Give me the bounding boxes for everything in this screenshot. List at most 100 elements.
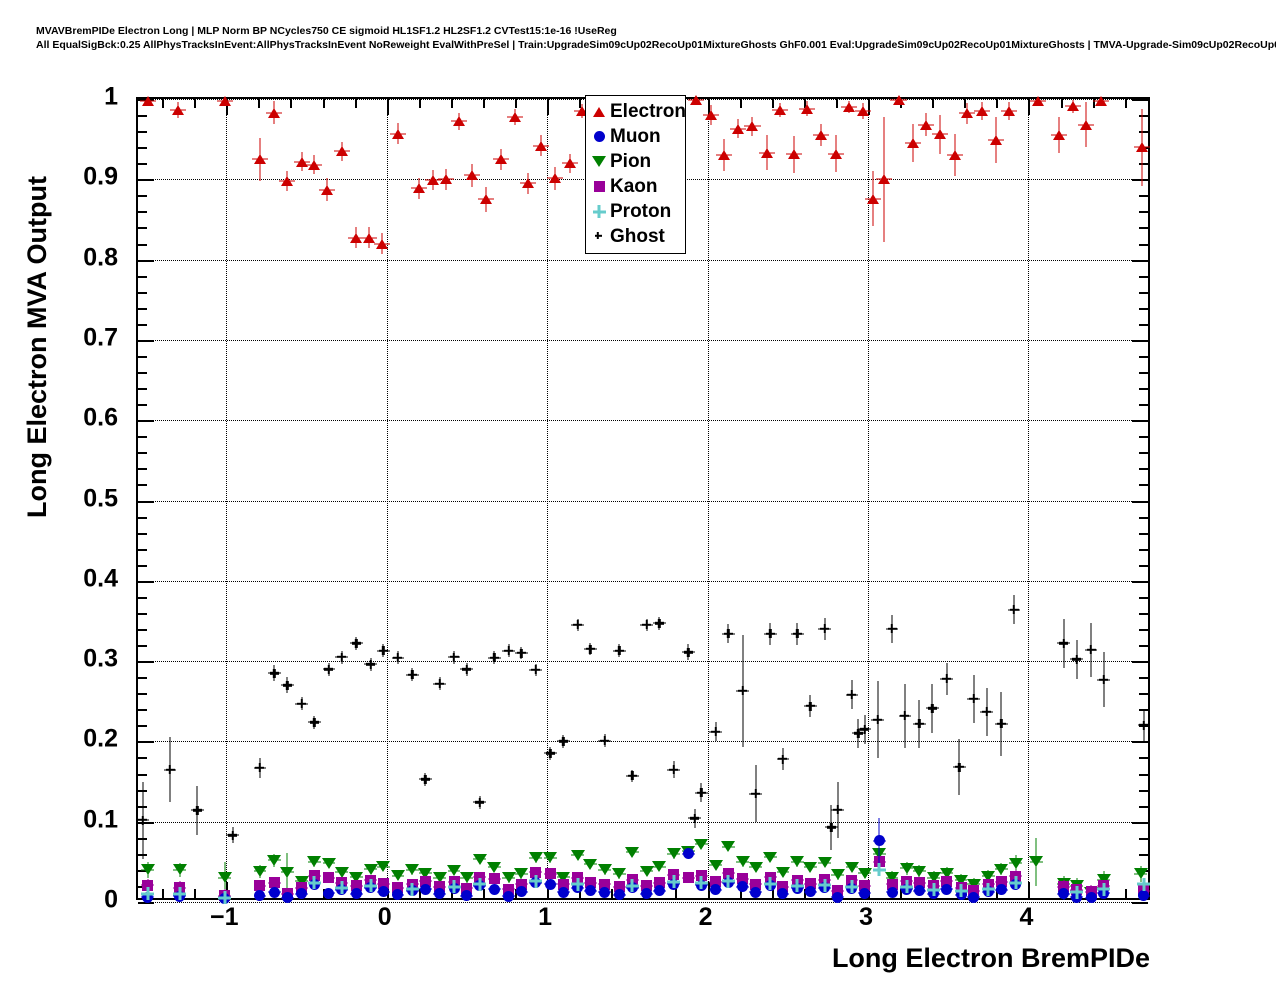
data-point-electron: [1003, 106, 1016, 117]
axis-tick-y: [1139, 452, 1148, 455]
data-point-proton: [1070, 886, 1083, 899]
gridline-horizontal: [138, 259, 1148, 261]
data-point-ghost: [450, 653, 459, 662]
data-point-muon: [544, 878, 556, 890]
axis-tick-x: [964, 99, 967, 108]
data-point-kaon: [268, 877, 280, 889]
axis-tick-y: [138, 163, 147, 166]
data-point-ghost: [888, 624, 897, 633]
axis-tick-y: [1139, 211, 1148, 214]
axis-tick-y: [1132, 580, 1148, 583]
axis-tick-x: [194, 99, 197, 108]
gridline-horizontal: [138, 821, 1148, 823]
data-point-kaon: [392, 882, 404, 894]
data-point-proton: [900, 880, 913, 893]
data-point-electron: [321, 184, 334, 195]
x-axis-tick-label: 0: [377, 903, 392, 931]
data-point-proton: [695, 876, 708, 889]
data-point-kaon: [599, 878, 611, 890]
legend-item-ghost[interactable]: Ghost: [586, 224, 685, 249]
title-line-1: MVAVBremPIDe Electron Long | MLP Norm BP…: [36, 25, 617, 37]
data-point-ghost: [379, 646, 388, 655]
data-point-electron: [690, 94, 703, 105]
axis-tick-y: [138, 741, 154, 744]
gridline-vertical: [1028, 99, 1030, 898]
data-point-proton: [791, 879, 804, 892]
data-point-pion: [543, 852, 558, 864]
legend-item-pion[interactable]: Pion: [586, 149, 685, 174]
data-point-proton: [982, 883, 995, 896]
axis-tick-x: [322, 99, 325, 108]
kaon-marker-icon: [591, 179, 607, 195]
axis-tick-y: [138, 548, 147, 551]
axis-tick-y: [138, 259, 154, 262]
data-point-pion: [487, 861, 502, 873]
data-point-electron: [1094, 96, 1107, 107]
axis-tick-y: [1139, 275, 1148, 278]
data-point-pion: [501, 872, 516, 884]
data-point-ghost: [642, 620, 651, 629]
data-point-pion: [363, 863, 378, 875]
axis-tick-y: [1139, 372, 1148, 375]
data-point-proton: [364, 879, 377, 892]
data-point-proton: [1097, 883, 1110, 896]
data-point-kaon: [653, 877, 665, 889]
axis-tick-y: [1139, 404, 1148, 407]
data-point-proton: [335, 881, 348, 894]
data-point-kaon: [832, 885, 844, 897]
data-point-electron: [375, 238, 388, 249]
legend-box: Electron Muon Pion Kaon Proton Ghost: [585, 95, 686, 254]
data-point-electron: [842, 102, 855, 113]
data-point-electron: [1032, 96, 1045, 107]
legend-item-muon[interactable]: Muon: [586, 124, 685, 149]
legend-item-kaon[interactable]: Kaon: [586, 174, 685, 199]
axis-tick-x: [579, 99, 582, 108]
data-point-muon: [859, 887, 871, 899]
axis-tick-y: [138, 404, 147, 407]
legend-item-proton[interactable]: Proton: [586, 199, 685, 224]
axis-tick-y: [1139, 645, 1148, 648]
data-point-ghost: [873, 715, 882, 724]
data-point-ghost: [820, 624, 829, 633]
data-point-ghost: [690, 814, 699, 823]
data-point-muon: [995, 884, 1007, 896]
data-point-electron: [172, 105, 185, 116]
data-point-ghost: [738, 686, 747, 695]
data-point-electron: [308, 159, 321, 170]
data-point-ghost: [462, 665, 471, 674]
axis-tick-y: [1139, 355, 1148, 358]
axis-tick-y: [1139, 677, 1148, 680]
data-point-kaon: [503, 883, 515, 895]
data-point-pion: [570, 849, 585, 861]
data-point-proton: [141, 887, 154, 900]
data-point-pion: [803, 861, 818, 873]
data-point-electron: [412, 183, 425, 194]
axis-tick-y: [138, 677, 147, 680]
axis-tick-x: [418, 99, 421, 108]
data-point-muon: [832, 891, 844, 903]
data-point-ghost: [297, 699, 306, 708]
axis-tick-y: [1139, 163, 1148, 166]
data-point-pion: [735, 856, 750, 868]
data-point-muon: [461, 890, 473, 902]
gridline-vertical: [386, 99, 388, 898]
axis-tick-x: [418, 889, 421, 898]
data-point-muon: [254, 890, 266, 902]
axis-tick-y: [1139, 195, 1148, 198]
axis-tick-y: [138, 500, 154, 503]
data-point-pion: [334, 866, 349, 878]
axis-tick-y: [1139, 115, 1148, 118]
data-point-ghost: [711, 727, 720, 736]
axis-tick-x: [803, 99, 806, 108]
data-point-pion: [639, 865, 654, 877]
data-point-proton: [308, 876, 321, 889]
data-point-kaon: [142, 879, 154, 891]
data-point-ghost: [1072, 655, 1081, 664]
y-axis-tick-label: 0.5: [83, 484, 118, 512]
data-point-muon: [503, 890, 515, 902]
data-point-electron: [141, 95, 154, 106]
legend-item-electron[interactable]: Electron: [586, 99, 686, 124]
data-point-pion: [981, 870, 996, 882]
data-point-proton: [1137, 878, 1150, 891]
data-point-ghost: [324, 665, 333, 674]
